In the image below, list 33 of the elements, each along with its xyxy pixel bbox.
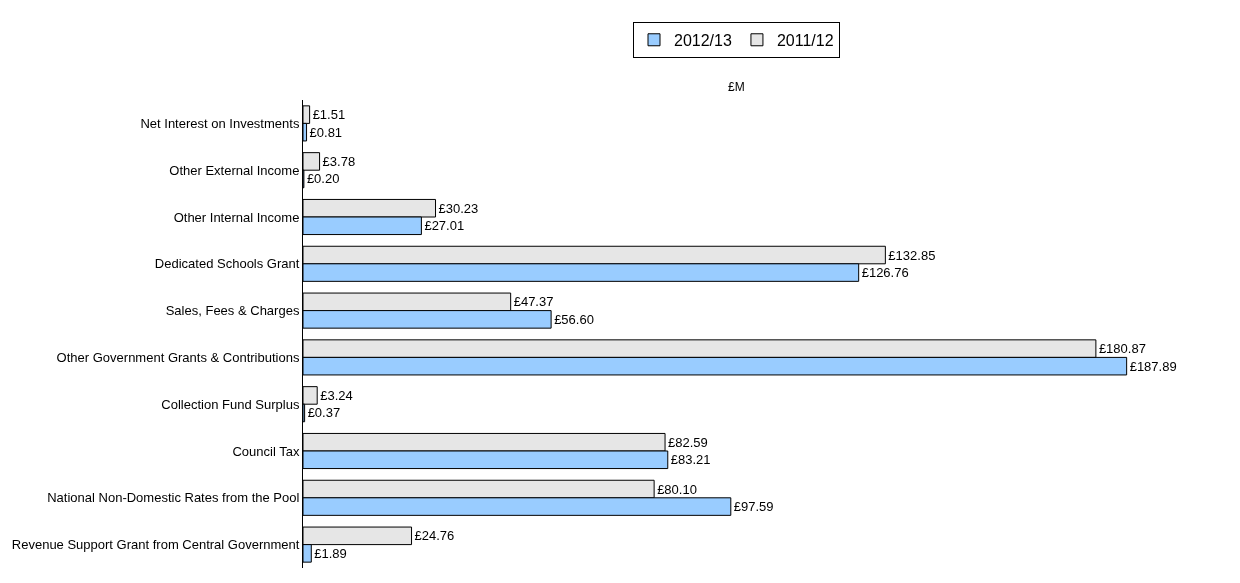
legend-label: 2011/12 <box>776 32 834 50</box>
y-tick-label: Sales, Fees & Charges <box>165 303 300 319</box>
y-tick-label: Other External Income <box>169 162 300 178</box>
data-label: £3.78 <box>322 153 356 169</box>
data-label: £0.81 <box>309 124 343 140</box>
y-tick-label: Other Government Grants & Contributions <box>56 349 300 365</box>
data-label: £1.51 <box>312 107 346 123</box>
data-label: £24.76 <box>414 528 455 544</box>
y-tick-label: Dedicated Schools Grant <box>154 256 300 272</box>
y-tick-label: Other Internal Income <box>173 209 300 225</box>
data-label: £0.20 <box>306 171 340 187</box>
data-label: £82.59 <box>668 434 708 450</box>
y-tick-label: Collection Fund Surplus <box>161 396 300 412</box>
legend-label: 2012/13 <box>674 32 732 50</box>
data-label: £83.21 <box>670 452 711 468</box>
y-tick-label: National Non-Domestic Rates from the Pool <box>47 490 300 506</box>
data-label: £47.37 <box>513 294 554 310</box>
data-label: £180.87 <box>1098 341 1146 357</box>
data-label: £187.89 <box>1129 358 1177 374</box>
data-label: £132.85 <box>888 247 936 263</box>
data-label: £80.10 <box>657 481 697 497</box>
data-label: £3.24 <box>320 387 353 403</box>
data-label: £30.23 <box>438 200 479 216</box>
data-label: £0.37 <box>307 405 341 421</box>
y-tick-label: Council Tax <box>232 443 300 459</box>
data-label: £27.01 <box>424 218 465 234</box>
y-tick-label: Revenue Support Grant from Central Government <box>11 537 300 553</box>
data-label: £126.76 <box>861 265 909 281</box>
data-label: £97.59 <box>733 499 774 515</box>
data-label: £1.89 <box>314 545 347 561</box>
y-tick-label: Net Interest on Investments <box>140 115 300 131</box>
data-label: £56.60 <box>554 311 594 327</box>
chart-subtitle: £M <box>728 80 745 94</box>
